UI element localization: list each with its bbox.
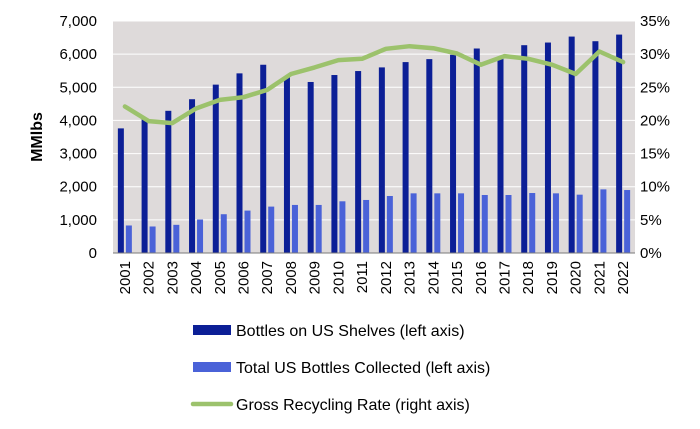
bar-bottles-collected [434,193,441,253]
x-tick-label: 2001 [117,261,134,294]
bar-bottles-collected [315,204,322,253]
y2-tick-label: 25% [640,79,670,96]
legend-swatch [193,362,231,372]
bar-bottles-on-shelves [592,41,599,253]
y-axis-label: MMlbs [29,112,46,162]
bar-bottles-collected [268,206,275,253]
bar-bottles-on-shelves [473,48,480,253]
bar-bottles-collected [220,214,227,253]
bar-bottles-on-shelves [497,57,504,253]
bar-bottles-collected [386,195,393,253]
x-tick-label: 2019 [544,261,561,294]
y-tick-label: 2,000 [59,179,97,196]
bar-bottles-on-shelves [212,84,219,254]
y-tick-label: 5,000 [59,79,97,96]
bar-bottles-on-shelves [331,75,338,253]
bar-bottles-collected [197,219,204,253]
x-tick-label: 2009 [307,261,324,294]
x-tick-label: 2005 [212,261,229,294]
x-tick-label: 2003 [164,261,181,294]
bar-bottles-collected [173,224,180,253]
x-tick-label: 2007 [259,261,276,294]
legend-swatch [193,325,231,335]
recycling-rate-line [122,43,626,126]
bar-bottles-collected [244,210,251,253]
bar-bottles-collected [624,190,631,253]
y-tick-label: 6,000 [59,46,97,63]
x-tick-label: 2004 [188,261,205,294]
bar-bottles-on-shelves [544,42,551,253]
y-tick-label: 0 [89,245,97,262]
bar-bottles-on-shelves [117,128,124,253]
bar-bottles-on-shelves [426,59,433,253]
y2-tick-label: 20% [640,112,670,129]
x-tick-label: 2013 [402,261,419,294]
x-tick-label: 2002 [141,261,158,294]
x-tick-label: 2015 [449,261,466,294]
x-tick-label: 2020 [568,261,585,294]
bar-series [117,34,631,254]
x-tick-label: 2008 [283,261,300,294]
bar-bottles-on-shelves [236,73,243,253]
bar-bottles-collected [481,195,488,253]
y-tick-label: 7,000 [59,13,97,30]
x-tick-label: 2021 [591,261,608,294]
bar-bottles-collected [529,193,536,253]
y2-tick-label: 0% [640,245,662,262]
bar-bottles-on-shelves [616,34,623,254]
line-series [122,43,626,126]
x-tick-label: 2010 [330,261,347,294]
left-axis-ticks: 0 1,000 2,000 3,000 4,000 5,000 6,000 7,000 [59,13,97,262]
bar-bottles-on-shelves [355,71,362,253]
bar-bottles-collected [552,193,559,253]
bar-bottles-collected [363,199,370,253]
x-tick-label: 2014 [425,261,442,294]
y-tick-label: 4,000 [59,112,97,129]
bar-bottles-on-shelves [141,119,148,253]
bar-bottles-collected [149,226,156,253]
bar-bottles-collected [339,201,346,253]
bar-bottles-on-shelves [189,99,196,254]
y2-tick-label: 10% [640,179,670,196]
x-axis-ticks: 2001 2002 2003 2004 2005 2006 2007 2008 2009 2010… [117,261,632,294]
bar-bottles-on-shelves [307,81,314,254]
legend-label: Total US Bottles Collected (left axis) [236,360,490,377]
bar-bottles-on-shelves [450,54,457,254]
y2-tick-label: 30% [640,46,670,63]
bar-bottles-on-shelves [402,62,409,254]
bar-bottles-collected [576,194,583,253]
y-tick-label: 3,000 [59,146,97,163]
bar-bottles-collected [410,193,417,253]
legend: Bottles on US Shelves (left axis) Total U… [190,323,490,414]
y2-tick-label: 35% [640,13,670,30]
bar-bottles-collected [291,204,298,253]
y2-tick-label: 15% [640,146,670,163]
bar-bottles-collected [600,189,607,253]
legend-label: Gross Recycling Rate (right axis) [236,397,470,414]
bar-bottles-collected [505,195,512,253]
x-tick-label: 2011 [354,261,371,293]
x-tick-label: 2016 [473,261,490,294]
bar-bottles-on-shelves [378,67,385,254]
bar-bottles-on-shelves [260,64,267,254]
bar-bottles-on-shelves [283,77,290,253]
bar-bottles-collected [125,225,132,253]
y-tick-label: 1,000 [59,212,97,229]
x-tick-label: 2018 [520,261,537,294]
legend-label: Bottles on US Shelves (left axis) [236,323,465,340]
x-tick-label: 2012 [378,261,395,294]
bar-bottles-on-shelves [521,45,528,253]
y2-tick-label: 5% [640,212,662,229]
x-tick-label: 2006 [236,261,253,294]
bar-bottles-on-shelves [165,110,172,254]
right-axis-ticks: 0% 5% 10% 15% 20% 25% 30% 35% [640,13,670,262]
x-tick-label: 2022 [615,261,632,294]
bar-bottles-on-shelves [568,36,575,253]
x-tick-label: 2017 [497,261,514,294]
bar-bottles-collected [458,193,465,253]
